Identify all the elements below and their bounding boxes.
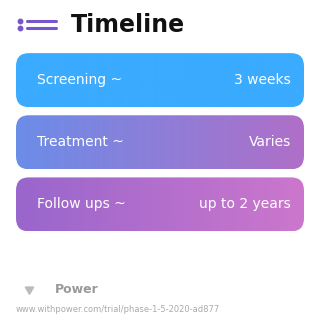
Text: up to 2 years: up to 2 years — [199, 198, 291, 211]
Text: www.withpower.com/trial/phase-1-5-2020-ad877: www.withpower.com/trial/phase-1-5-2020-a… — [16, 304, 220, 314]
Text: Timeline: Timeline — [70, 12, 185, 37]
Text: Treatment ~: Treatment ~ — [37, 135, 124, 149]
Text: Follow ups ~: Follow ups ~ — [37, 198, 125, 211]
Text: 3 weeks: 3 weeks — [235, 73, 291, 87]
Text: Power: Power — [54, 283, 98, 296]
Text: Varies: Varies — [249, 135, 291, 149]
Text: Screening ~: Screening ~ — [37, 73, 122, 87]
